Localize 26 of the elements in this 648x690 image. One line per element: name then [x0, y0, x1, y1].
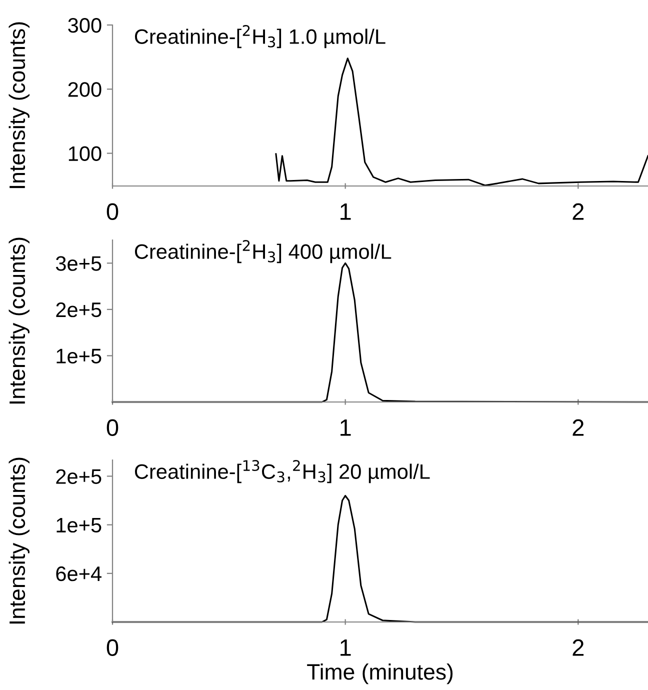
y-tick-label: 300 — [68, 18, 102, 33]
y-tick-label: 6e+4 — [56, 566, 102, 582]
x-tick-label: 2 — [572, 203, 584, 220]
chart-title: Creatinine-[$^{2}$H$_{3}$] 400 µmol/L — [134, 240, 392, 264]
x-tick-label: 0 — [106, 203, 118, 220]
y-tick-label: 100 — [68, 146, 102, 162]
x-tick-label: 1 — [340, 640, 351, 656]
x-tick-label: 1 — [340, 204, 351, 220]
line-series — [275, 58, 648, 186]
x-tick-label: 2 — [572, 639, 584, 656]
chart-title: Creatinine-[$^{2}$H$_{3}$] 1.0 µmol/L — [134, 25, 386, 48]
x-tick-label: 1 — [340, 420, 351, 436]
y-tick-label: 2e+5 — [56, 469, 102, 484]
y-tick-label: 3e+5 — [56, 256, 102, 271]
x-axis-title: Time (minutes) — [307, 663, 453, 684]
x-tick-label: 0 — [106, 639, 118, 656]
y-tick-label: 1e+5 — [56, 348, 102, 364]
y-tick-label: 2e+5 — [56, 302, 102, 318]
y-axis-title: Intensity (counts) — [8, 238, 30, 404]
y-tick-label: 200 — [68, 82, 102, 97]
y-tick-label: 1e+5 — [56, 518, 102, 533]
x-tick-label: 2 — [572, 419, 584, 436]
x-tick-label: 0 — [106, 419, 118, 436]
y-axis-title: Intensity (counts) — [8, 22, 30, 188]
y-axis-title: Intensity (counts) — [8, 458, 30, 624]
chart-title: Creatinine-[$^{13}$C$_{3}$,$^{2}$H$_{3}$] 20 µmol/L — [134, 460, 430, 484]
